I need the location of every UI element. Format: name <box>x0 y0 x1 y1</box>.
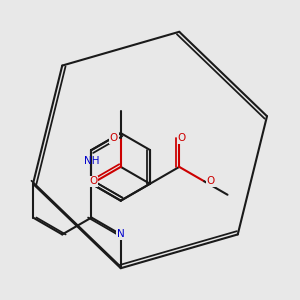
Text: O: O <box>178 133 186 143</box>
Text: N: N <box>117 230 124 239</box>
Text: O: O <box>207 176 215 186</box>
Text: NH: NH <box>84 156 99 166</box>
Text: O: O <box>110 133 118 143</box>
Text: O: O <box>89 176 97 186</box>
